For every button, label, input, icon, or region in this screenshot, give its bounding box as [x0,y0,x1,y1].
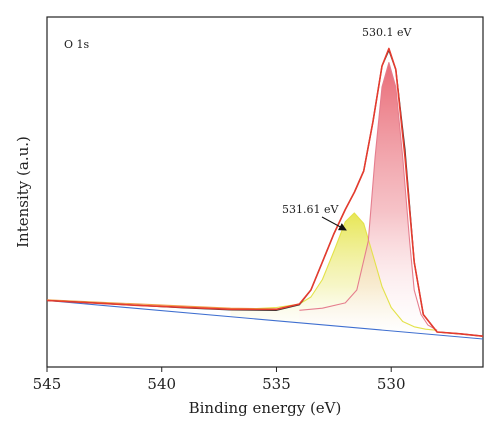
peak-arrow-531-61 [321,216,347,231]
component-line-530-1 [299,61,438,331]
baseline-extra-line [46,299,277,310]
x-axis-title: Binding energy (eV) [189,399,342,417]
peak-label-531-61: 531.61 eV [282,203,339,216]
plot-frame [46,16,484,368]
y-axis-title: Intensity (a.u.) [14,136,32,248]
x-tick-label-535: 535 [262,375,291,393]
peak-label-530-1: 530.1 eV [362,26,412,39]
x-tick-label-545: 545 [33,375,62,393]
envelope-line [46,47,484,337]
panel-label: O 1s [64,38,90,51]
raw-data-line [46,49,484,337]
background-line [46,299,484,340]
x-tick-label-530: 530 [377,375,406,393]
x-tick-label-540: 540 [147,375,176,393]
component-fill-530-1 [299,62,438,335]
component-line-531-61 [230,212,438,331]
